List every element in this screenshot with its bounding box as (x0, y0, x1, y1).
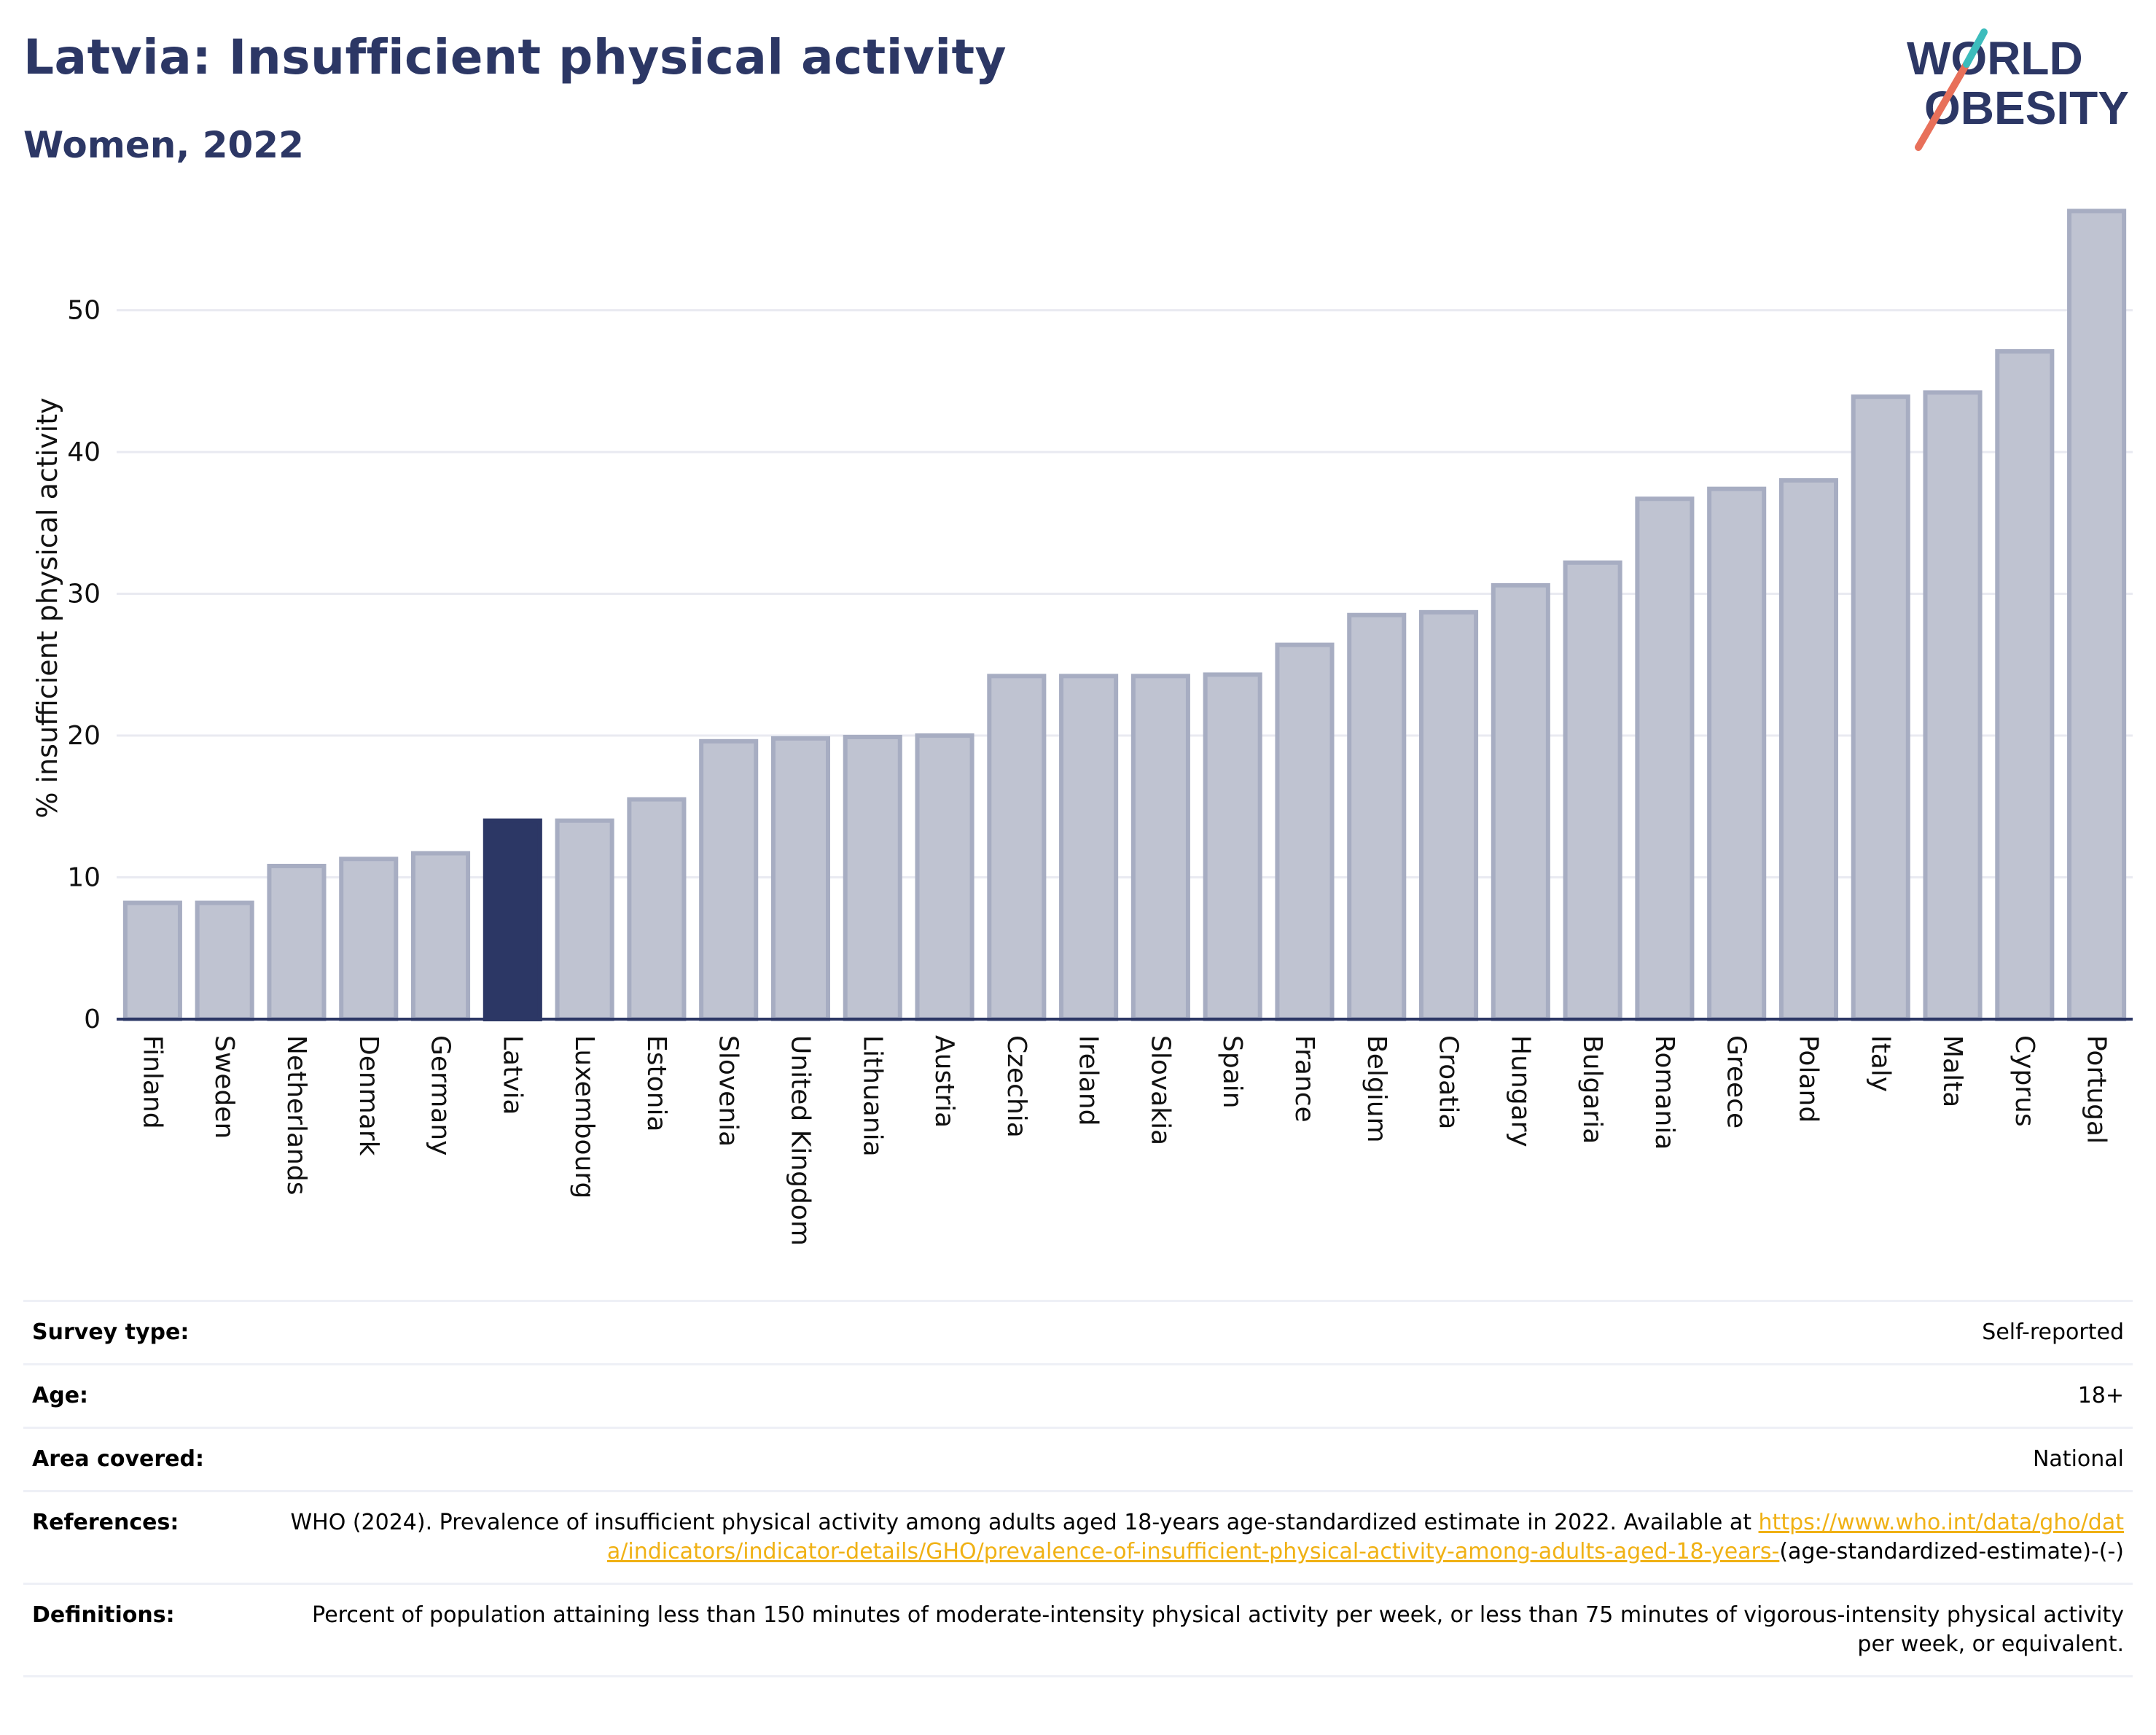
chart-title: Latvia: Insufficient physical activity (23, 29, 1007, 85)
bar (1923, 390, 1983, 1021)
bar (267, 863, 327, 1021)
bar (339, 857, 399, 1022)
definitions-value: Percent of population attaining less tha… (312, 1602, 2124, 1657)
bar (555, 818, 614, 1021)
x-tick-label: Finland (137, 1035, 167, 1129)
y-tick-label: 40 (67, 437, 101, 467)
y-tick-label: 0 (84, 1005, 101, 1034)
bar-highlight (483, 818, 542, 1021)
x-tick-label: Denmark (354, 1035, 383, 1156)
bar (987, 674, 1047, 1022)
world-obesity-logo-graphic: WORLD OBESITY (1907, 28, 2129, 151)
x-tick-label: Malta (1937, 1035, 1967, 1107)
survey-type-label: Survey type: (32, 1319, 190, 1345)
references-value: WHO (2024). Prevalence of insufficient p… (287, 1508, 2124, 1567)
x-tick-label: Cyprus (2009, 1035, 2039, 1127)
area-value: National (2032, 1446, 2124, 1472)
bar (699, 738, 759, 1021)
age-value: 18+ (2077, 1383, 2124, 1408)
y-tick-label: 30 (67, 580, 101, 609)
bar (915, 733, 975, 1021)
chart-subtitle: Women, 2022 (23, 124, 304, 166)
x-tick-label: Luxembourg (569, 1035, 599, 1198)
bar (1635, 496, 1695, 1021)
bar (843, 734, 902, 1021)
x-tick-label: Netherlands (281, 1035, 311, 1195)
bar (1203, 672, 1262, 1022)
x-tick-label: Austria (929, 1035, 959, 1128)
x-tick-label: United Kingdom (785, 1035, 815, 1246)
y-axis-label: % insufficient physical activity (31, 397, 63, 818)
x-tick-label: France (1289, 1035, 1319, 1123)
bar (122, 900, 182, 1022)
bar (1347, 612, 1407, 1021)
x-tick-label: Czechia (1001, 1035, 1031, 1138)
x-tick-label: Croatia (1434, 1035, 1464, 1129)
world-obesity-logo: WORLD OBESITY (1902, 22, 2136, 153)
bar (1778, 477, 1839, 1021)
x-tick-label: Sweden (209, 1035, 239, 1139)
bar (2067, 208, 2127, 1022)
meta-row-survey-type: Survey type: Self-reported (23, 1300, 2133, 1363)
x-tick-label: Belgium (1362, 1035, 1391, 1143)
references-text: WHO (2024). Prevalence of insufficient p… (290, 1510, 1751, 1535)
bar (1130, 674, 1190, 1022)
x-tick-label: Hungary (1505, 1035, 1535, 1147)
x-tick-label: Latvia (497, 1035, 527, 1115)
x-tick-label: Spain (1217, 1035, 1247, 1109)
x-tick-label: Portugal (2082, 1035, 2112, 1144)
references-link[interactable]: https://www.who.int/data/gho/data/indica… (606, 1510, 2124, 1564)
x-tick-label: Ireland (1074, 1035, 1104, 1126)
logo-line2: OBESITY (1924, 82, 2129, 134)
bar (627, 797, 687, 1022)
x-tick-label: Poland (1793, 1035, 1823, 1123)
meta-row-age: Age: 18+ (23, 1363, 2133, 1427)
x-tick-label: Germany (426, 1035, 456, 1155)
x-tick-label: Italy (1865, 1035, 1895, 1092)
logo-slash-teal (1963, 28, 1988, 68)
references-suffix: (age-standardized-estimate)-(-) (1779, 1539, 2124, 1564)
bar (195, 900, 254, 1022)
x-tick-label: Lithuania (857, 1035, 887, 1157)
definitions-label: Definitions: (32, 1602, 175, 1628)
x-tick-label: Estonia (641, 1035, 671, 1132)
meta-row-references: References: WHO (2024). Prevalence of in… (23, 1490, 2133, 1583)
meta-row-definitions: Definitions: Percent of population attai… (23, 1583, 2133, 1677)
age-label: Age: (32, 1383, 89, 1408)
bar (410, 851, 471, 1022)
bar (1491, 582, 1550, 1021)
logo-line1: WORLD (1907, 32, 2083, 85)
bar (1059, 674, 1119, 1022)
bar (1563, 560, 1622, 1021)
bar (770, 736, 831, 1021)
bar (1851, 394, 1910, 1021)
x-tick-label: Bulgaria (1577, 1035, 1607, 1144)
bar (1275, 642, 1335, 1021)
x-tick-label: Slovakia (1145, 1035, 1175, 1145)
y-tick-label: 10 (67, 863, 101, 893)
bar (1707, 486, 1767, 1021)
bar (1418, 609, 1479, 1021)
x-tick-label: Greece (1722, 1035, 1751, 1128)
bar-chart: 0 10 20 30 40 50 % insufficient physical activ… (31, 208, 2133, 1246)
y-tick-label: 20 (67, 721, 101, 751)
logo-slash-coral (1915, 61, 1970, 151)
y-tick-label: 50 (67, 296, 101, 326)
x-tick-label: Slovenia (714, 1035, 743, 1147)
survey-type-value: Self-reported (1982, 1319, 2124, 1345)
x-tick-label: Romania (1649, 1035, 1679, 1150)
bar (1995, 348, 2055, 1021)
meta-row-area: Area covered: National (23, 1427, 2133, 1490)
area-label: Area covered: (32, 1446, 204, 1472)
metadata-table: Survey type: Self-reported Age: 18+ Area… (23, 1300, 2133, 1677)
references-label: References: (32, 1510, 179, 1535)
